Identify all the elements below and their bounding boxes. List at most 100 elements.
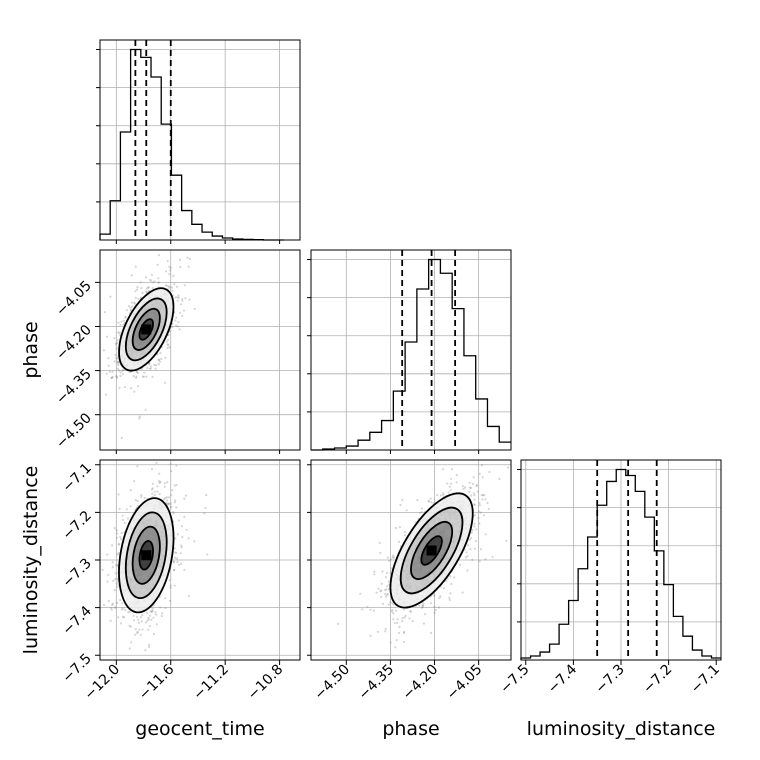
scatter-point [392,612,395,615]
hist-panel-phase [307,249,512,451]
scatter-point [448,598,451,602]
scatter-point [193,307,196,311]
scatter-point [167,344,170,347]
scatter-point [151,286,154,290]
scatter-point [123,385,127,389]
scatter-point [379,590,382,593]
scatter-point [393,621,396,625]
scatter-geocent_time-vs-luminosity_distance-peak [141,550,152,561]
scatter-point [420,606,424,609]
scatter-point [150,488,154,491]
scatter-point [169,586,172,589]
scatter-point [173,283,176,286]
scatter-point [165,340,168,343]
scatter-point [390,567,393,570]
scatter-geocent_time-vs-phase-contour-2 [124,297,168,362]
scatter-point [421,507,424,510]
scatter-point [156,263,159,266]
scatter-point [163,702,165,704]
scatter-point [396,621,399,624]
scatter-point [404,614,407,617]
scatter-point [409,610,412,613]
scatter-point [136,504,140,507]
scatter-point [151,609,154,612]
scatter-point [373,570,376,573]
scatter-point [167,338,170,341]
scatter-point [380,595,383,599]
scatter-point [373,573,376,576]
scatter-point [134,265,137,268]
scatter-point [134,376,138,379]
scatter-point [434,609,437,612]
scatter-point [160,357,163,360]
scatter-point [152,633,155,636]
scatter-point [401,620,404,623]
scatter-point [384,627,387,631]
ytick-label-luminosity_distance: −7.2 [59,508,94,543]
scatter-point [136,286,139,289]
scatter-point [136,500,139,503]
scatter-point [141,628,144,631]
scatter-point [173,547,176,550]
scatter-point [473,522,476,525]
scatter-point [148,614,152,617]
scatter-point [118,386,121,389]
scatter-point [398,631,401,635]
scatter-point [155,623,158,626]
scatter-point [121,369,124,372]
scatter-point [145,375,148,378]
scatter-point [111,370,114,373]
scatter-point [381,570,384,573]
scatter-point [369,608,372,611]
scatter-geocent_time-vs-luminosity_distance-contour-3 [118,497,175,614]
scatter-point [116,361,119,364]
scatter-point [155,613,158,616]
scatter-point [175,506,178,509]
scatter-point [183,515,186,519]
scatter-point [394,526,397,530]
scatter-point [430,602,433,605]
scatter-point [369,634,372,637]
scatter-point [133,480,136,483]
scatter-point [480,548,483,551]
scatter-point [116,563,119,567]
scatter-point [173,484,176,487]
scatter-point [168,265,171,268]
scatter-point [110,608,113,611]
scatter-point [449,592,452,595]
scatter-point [127,305,131,308]
scatter-point [433,594,436,597]
scatter-point [157,281,161,284]
scatter-phase-vs-luminosity_distance-panel [310,459,512,661]
scatter-point [115,536,118,539]
scatter-point [473,494,476,497]
scatter-point [133,390,136,393]
scatter-point [147,628,150,631]
scatter-point [174,556,177,559]
scatter-point [450,482,453,485]
scatter-point [187,265,190,268]
scatter-point [177,296,180,299]
scatter-point [107,599,110,603]
hist-phase-step [311,258,511,451]
scatter-point [153,280,156,283]
scatter-point [505,539,508,542]
scatter-point [421,605,424,609]
scatter-point [116,339,119,342]
scatter-point [137,621,141,624]
scatter-point [144,649,147,652]
scatter-point [154,364,158,367]
xlabel-phase: phase [382,718,439,740]
scatter-point [487,507,490,511]
scatter-point [135,615,139,618]
scatter-point [155,461,158,464]
scatter-point [458,563,461,566]
scatter-point [165,499,168,502]
scatter-point [146,619,149,622]
scatter-point [420,510,423,514]
scatter-point [170,470,173,473]
scatter-point [114,343,117,346]
scatter-point [151,607,154,610]
scatter-point [442,493,445,496]
scatter-point [133,302,137,305]
